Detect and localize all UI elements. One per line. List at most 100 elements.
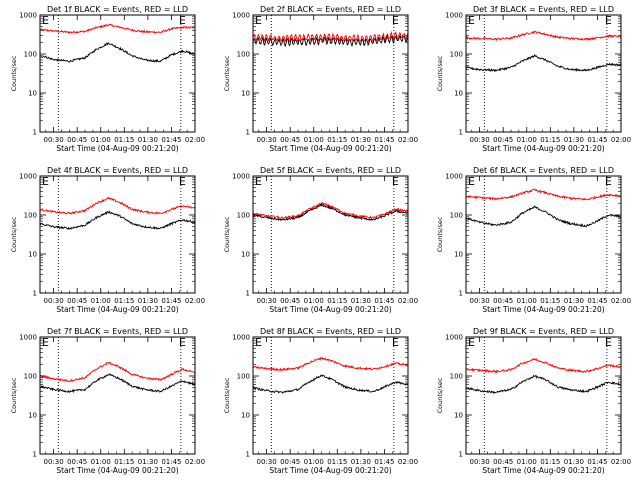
x-tick-label: 01:00 <box>517 136 537 144</box>
x-tick-label: 01:00 <box>304 458 324 466</box>
panel-det-2: Det 2f BLACK = Events, RED = LLD Counts/s… <box>223 5 418 153</box>
x-tick-label: 00:30 <box>44 458 64 466</box>
x-tick-label: 01:30 <box>351 136 371 144</box>
flag-label: E <box>179 175 186 188</box>
y-axis-label: Counts/sec <box>10 216 18 252</box>
flag-label: E <box>392 336 399 349</box>
x-tick-label: 00:30 <box>44 297 64 305</box>
x-axis-label: Start Time (04-Aug-09 00:21:20) <box>269 466 391 475</box>
plot-frame <box>39 175 196 294</box>
x-tick-label: 01:45 <box>587 458 607 466</box>
x-tick-label: 02:00 <box>611 458 631 466</box>
y-tick-label: 1 <box>33 129 37 137</box>
series-events-black <box>465 205 622 228</box>
plot-frame <box>252 14 409 133</box>
y-axis-label: Counts/sec <box>436 55 444 91</box>
x-tick-label: 00:45 <box>493 458 513 466</box>
x-axis-label: Start Time (04-Aug-09 00:21:20) <box>56 466 178 475</box>
series-events-black <box>252 374 409 394</box>
x-tick-label: 00:30 <box>470 136 490 144</box>
series-events-black <box>39 373 196 394</box>
y-axis-label: Counts/sec <box>10 55 18 91</box>
y-tick-label: 1000 <box>232 173 250 181</box>
y-tick-label: 10 <box>28 90 37 98</box>
plot-frame <box>252 175 409 294</box>
panel-det-7: Det 7f BLACK = Events, RED = LLD Counts/s… <box>10 327 205 475</box>
x-tick-label: 01:15 <box>540 297 560 305</box>
x-axis-label: Start Time (04-Aug-09 00:21:20) <box>56 144 178 153</box>
x-tick-label: 01:30 <box>564 297 584 305</box>
y-axis-label: Counts/sec <box>436 216 444 252</box>
x-tick-label: 01:15 <box>114 297 134 305</box>
x-tick-label: 01:30 <box>564 458 584 466</box>
x-tick-label: 02:00 <box>611 136 631 144</box>
y-axis-label: Counts/sec <box>436 377 444 413</box>
panel-title: Det 2f BLACK = Events, RED = LLD <box>260 5 401 14</box>
panel-det-8: Det 8f BLACK = Events, RED = LLD Counts/s… <box>223 327 418 475</box>
flag-label: E <box>605 175 612 188</box>
y-tick-label: 1000 <box>232 334 250 342</box>
plot-frame <box>465 175 622 294</box>
x-tick-label: 00:30 <box>44 136 64 144</box>
x-tick-label: 02:00 <box>398 297 418 305</box>
panel-det-5: Det 5f BLACK = Events, RED = LLD Counts/s… <box>223 166 418 314</box>
x-tick-label: 02:00 <box>611 297 631 305</box>
flag-label: E <box>255 14 262 27</box>
x-tick-label: 01:45 <box>587 136 607 144</box>
y-tick-label: 1 <box>459 129 463 137</box>
panel-det-4: Det 4f BLACK = Events, RED = LLD Counts/s… <box>10 166 205 314</box>
flag-label: E <box>605 336 612 349</box>
x-tick-label: 01:30 <box>138 458 158 466</box>
x-tick-label: 00:30 <box>257 136 277 144</box>
series-events-black <box>465 54 622 73</box>
panel-det-1: Det 1f BLACK = Events, RED = LLD Counts/s… <box>10 5 205 153</box>
x-tick-label: 00:45 <box>280 136 300 144</box>
x-tick-label: 01:30 <box>351 297 371 305</box>
x-tick-label: 00:45 <box>67 458 87 466</box>
panel-title: Det 6f BLACK = Events, RED = LLD <box>473 166 614 175</box>
x-axis-label: Start Time (04-Aug-09 00:21:20) <box>482 466 604 475</box>
y-axis-label: Counts/sec <box>223 216 231 252</box>
x-tick-label: 00:30 <box>470 297 490 305</box>
panel-title: Det 9f BLACK = Events, RED = LLD <box>473 327 614 336</box>
y-tick-label: 10 <box>241 90 250 98</box>
x-tick-label: 01:15 <box>327 136 347 144</box>
panel-title: Det 1f BLACK = Events, RED = LLD <box>47 5 188 14</box>
x-tick-label: 01:30 <box>138 297 158 305</box>
x-tick-label: 00:45 <box>67 297 87 305</box>
x-tick-label: 00:45 <box>280 458 300 466</box>
y-tick-label: 100 <box>237 373 250 381</box>
flag-label: E <box>255 175 262 188</box>
y-tick-label: 10 <box>454 412 463 420</box>
x-tick-label: 01:45 <box>161 458 181 466</box>
y-tick-label: 1000 <box>19 334 37 342</box>
y-axis-label: Counts/sec <box>10 377 18 413</box>
series-lld-red <box>252 356 409 372</box>
y-tick-label: 1 <box>33 290 37 298</box>
plot-frame <box>39 336 196 455</box>
x-tick-label: 01:15 <box>540 458 560 466</box>
x-tick-label: 02:00 <box>185 297 205 305</box>
series-lld-red <box>39 361 196 383</box>
x-tick-label: 01:45 <box>374 458 394 466</box>
y-tick-label: 1000 <box>19 12 37 20</box>
flag-label: E <box>468 14 475 27</box>
panel-title: Det 3f BLACK = Events, RED = LLD <box>473 5 614 14</box>
x-axis-label: Start Time (04-Aug-09 00:21:20) <box>269 144 391 153</box>
panel-title: Det 8f BLACK = Events, RED = LLD <box>260 327 401 336</box>
series-lld-red <box>39 23 196 35</box>
x-tick-label: 01:45 <box>161 136 181 144</box>
x-tick-label: 01:15 <box>114 458 134 466</box>
series-lld-red <box>252 202 409 220</box>
x-tick-label: 00:30 <box>470 458 490 466</box>
x-tick-label: 01:00 <box>304 136 324 144</box>
x-axis-label: Start Time (04-Aug-09 00:21:20) <box>482 305 604 314</box>
series-lld-red <box>465 30 622 42</box>
series-events-black <box>40 210 196 231</box>
x-tick-label: 01:45 <box>374 297 394 305</box>
x-tick-label: 00:30 <box>257 297 277 305</box>
y-tick-label: 100 <box>450 51 463 59</box>
x-tick-label: 01:30 <box>138 136 158 144</box>
y-tick-label: 1 <box>459 451 463 459</box>
